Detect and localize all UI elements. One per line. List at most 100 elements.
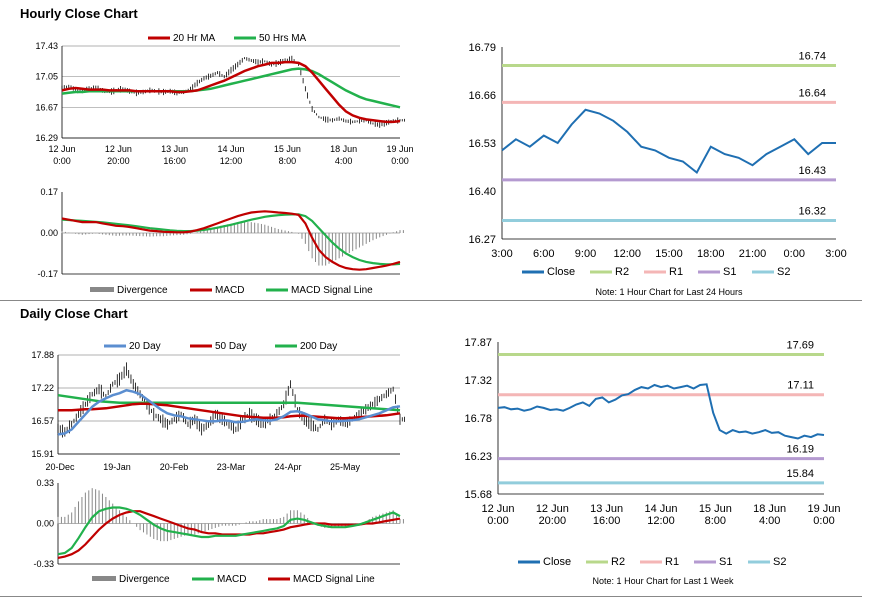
hourly-macd-y-tick: 0.00 xyxy=(40,228,58,238)
weekly-pivot-y-tick: 15.68 xyxy=(464,489,492,501)
weekly-pivot-legend-label: S2 xyxy=(773,556,786,568)
bottom-divider xyxy=(0,596,862,597)
hourly-price-x-tick: 12 Jun xyxy=(105,144,132,154)
hourly-section-title: Hourly Close Chart xyxy=(20,6,138,21)
hourly-macd-legend-label: MACD xyxy=(215,285,244,296)
daily-200day-line xyxy=(57,393,401,412)
daily-price-y-tick: 17.22 xyxy=(31,383,54,393)
weekly-pivot-x-tick: 19 Jun xyxy=(807,503,840,515)
hourly-pivot-x-tick: 15:00 xyxy=(655,248,683,260)
weekly-pivot-x-tick: 0:00 xyxy=(813,515,834,527)
hourly-20hr-ma-line xyxy=(61,60,401,124)
hourly-pivot-legend-label: Close xyxy=(547,266,575,278)
weekly-pivot-x-tick: 20:00 xyxy=(539,515,567,527)
hourly-macd-legend-label: MACD Signal Line xyxy=(291,285,373,296)
section-divider xyxy=(0,300,862,301)
hourly-pivot-legend-label: R2 xyxy=(615,266,629,278)
hourly-macd-legend-label: Divergence xyxy=(117,285,168,296)
weekly-pivot-x-tick: 16:00 xyxy=(593,515,621,527)
hourly-macd-legend-swatch xyxy=(90,287,114,292)
weekly-pivot-x-tick: 4:00 xyxy=(759,515,780,527)
weekly-pivot-y-tick: 17.87 xyxy=(464,337,492,349)
hourly-price-y-tick: 16.29 xyxy=(35,133,58,143)
hourly-price-x-tick: 12:00 xyxy=(220,156,243,166)
hourly-pivot-y-tick: 16.66 xyxy=(468,90,496,102)
hourly-pivot-note: Note: 1 Hour Chart for Last 24 Hours xyxy=(595,287,743,297)
daily-section-title: Daily Close Chart xyxy=(20,306,128,321)
hourly-macd-y-tick: 0.17 xyxy=(40,187,58,197)
daily-20day-line xyxy=(57,388,401,436)
daily-macd-signal-line xyxy=(57,510,401,559)
hourly-price-x-tick: 8:00 xyxy=(279,156,297,166)
weekly-pivot-x-tick: 8:00 xyxy=(705,515,726,527)
daily-macd-y-tick: -0.33 xyxy=(33,559,54,569)
daily-price-legend-label: 200 Day xyxy=(300,341,337,352)
hourly-price-x-tick: 15 Jun xyxy=(274,144,301,154)
hourly-price-x-tick: 20:00 xyxy=(107,156,130,166)
weekly-pivot-legend-label: R2 xyxy=(611,556,625,568)
weekly-pivot-close-line xyxy=(497,383,825,440)
weekly-pivot-legend-label: Close xyxy=(543,556,571,568)
daily-price-legend-label: 50 Day xyxy=(215,341,247,352)
daily-price-x-tick: 24-Apr xyxy=(274,462,301,472)
weekly-pivot-y-tick: 16.78 xyxy=(464,413,492,425)
daily-macd-chart: 0.33 0.00 -0.33 Divergence MACD MACD Signal L… xyxy=(33,478,404,585)
hourly-pivot-x-tick: 21:00 xyxy=(739,248,767,260)
daily-price-y-tick: 17.88 xyxy=(31,350,54,360)
hourly-pivot-legend-label: S2 xyxy=(777,266,790,278)
hourly-price-x-tick: 0:00 xyxy=(391,156,409,166)
daily-price-x-tick: 23-Mar xyxy=(217,462,246,472)
hourly-pivot-y-tick: 16.53 xyxy=(468,138,496,150)
weekly-pivot-x-tick: 18 Jun xyxy=(753,503,786,515)
weekly-pivot-chart: 17.87 17.32 16.78 16.23 15.68 17.69 17.11 16.19… xyxy=(464,337,840,586)
hourly-pivot-x-tick: 12:00 xyxy=(613,248,641,260)
hourly-pivot-close-line xyxy=(501,108,836,175)
daily-price-x-tick: 19-Jan xyxy=(103,462,131,472)
hourly-pivot-s2-label: 16.32 xyxy=(798,206,826,218)
weekly-pivot-r1-label: 17.11 xyxy=(787,380,814,392)
daily-price-chart: 17.88 17.22 16.57 15.91 20-Dec 19-Jan 20-Feb 23… xyxy=(31,341,405,472)
daily-macd-legend-label: Divergence xyxy=(119,574,170,585)
hourly-pivot-r2-label: 16.74 xyxy=(798,50,826,62)
hourly-pivot-y-tick: 16.40 xyxy=(468,186,496,198)
weekly-pivot-y-tick: 17.32 xyxy=(464,375,492,387)
hourly-price-legend-label: 50 Hrs MA xyxy=(259,33,307,44)
daily-macd-legend-swatch xyxy=(92,576,116,581)
hourly-price-x-tick: 13 Jun xyxy=(161,144,188,154)
daily-macd-y-tick: 0.33 xyxy=(36,478,54,488)
weekly-pivot-s1-label: 16.19 xyxy=(786,444,814,456)
hourly-price-x-tick: 19 Jun xyxy=(386,144,413,154)
hourly-pivot-x-tick: 3:00 xyxy=(825,248,846,260)
hourly-pivot-r1-label: 16.64 xyxy=(798,87,826,99)
hourly-50hr-ma-line xyxy=(61,67,401,109)
hourly-pivot-x-tick: 18:00 xyxy=(697,248,725,260)
hourly-macd-y-tick: -0.17 xyxy=(37,269,58,279)
hourly-pivot-legend-label: R1 xyxy=(669,266,683,278)
daily-50day-line xyxy=(58,402,401,420)
daily-price-y-tick: 16.57 xyxy=(31,416,54,426)
hourly-price-x-tick: 16:00 xyxy=(163,156,186,166)
weekly-pivot-x-tick: 12 Jun xyxy=(536,503,569,515)
hourly-pivot-legend-label: S1 xyxy=(723,266,736,278)
hourly-pivot-y-tick: 16.27 xyxy=(468,234,496,246)
daily-price-x-tick: 20-Feb xyxy=(160,462,189,472)
weekly-pivot-x-tick: 15 Jun xyxy=(699,503,732,515)
hourly-price-x-tick: 18 Jun xyxy=(330,144,357,154)
daily-macd-line xyxy=(57,506,401,556)
hourly-price-y-tick: 16.67 xyxy=(35,102,58,112)
hourly-price-legend-label: 20 Hr MA xyxy=(173,33,216,44)
weekly-pivot-x-tick: 12:00 xyxy=(647,515,675,527)
weekly-pivot-legend-label: R1 xyxy=(665,556,679,568)
hourly-macd-line xyxy=(61,210,401,271)
daily-price-legend-label: 20 Day xyxy=(129,341,161,352)
weekly-pivot-x-tick: 12 Jun xyxy=(481,503,514,515)
hourly-pivot-x-tick: 9:00 xyxy=(575,248,596,260)
daily-macd-y-tick: 0.00 xyxy=(36,519,54,529)
hourly-price-x-tick: 4:00 xyxy=(335,156,353,166)
daily-macd-legend-label: MACD Signal Line xyxy=(293,574,375,585)
weekly-pivot-note: Note: 1 Hour Chart for Last 1 Week xyxy=(593,576,734,586)
hourly-pivot-y-tick: 16.79 xyxy=(468,42,496,54)
daily-price-y-tick: 15.91 xyxy=(31,449,54,459)
hourly-price-x-tick: 12 Jun xyxy=(48,144,75,154)
